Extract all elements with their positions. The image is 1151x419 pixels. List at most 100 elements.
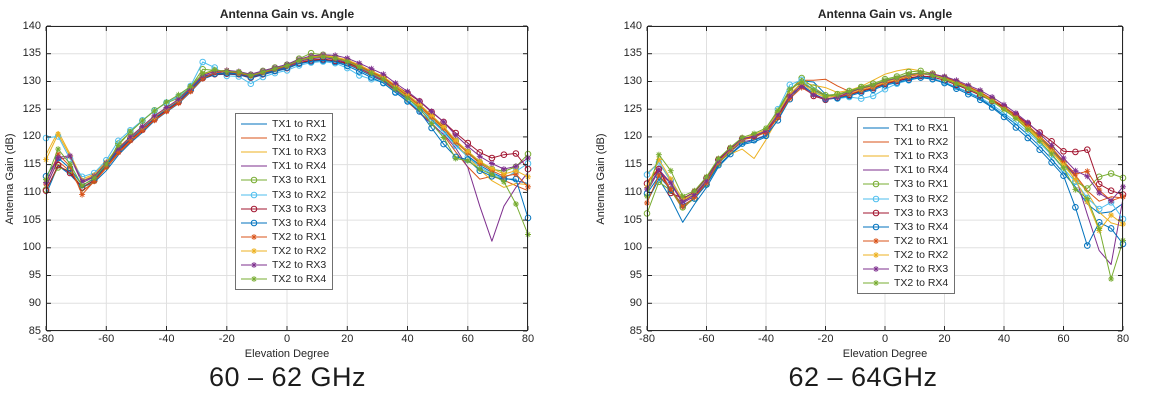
tick-marks (45, 25, 529, 332)
x-tick-label: 20 (341, 333, 354, 345)
figure-60-62-ghz: Antenna Gain vs. Angle Antenna Gain (dB)… (0, 0, 575, 419)
x-tick-label: -40 (158, 333, 175, 345)
legend-entry: TX1 to RX2 (239, 131, 326, 145)
y-tick-label: 100 (22, 241, 41, 254)
legend-entry: TX2 to RX4 (861, 276, 948, 290)
legend-entry-label: TX3 to RX4 (272, 216, 327, 229)
x-tick-label: 80 (1116, 333, 1130, 345)
legend-entry-label: TX2 to RX1 (272, 230, 327, 243)
y-tick-label: 110 (23, 185, 41, 198)
y-tick-label: 85 (629, 324, 642, 337)
legend-entry-label: TX3 to RX1 (894, 178, 949, 191)
figure-caption: 62 – 64GHz (788, 362, 938, 392)
x-tick-label: 80 (521, 333, 535, 345)
y-tick-label: 105 (22, 213, 41, 226)
y-tick-label: 135 (623, 47, 642, 60)
y-axis-label: Antenna Gain (dB) (595, 132, 607, 225)
legend-line-sample (863, 209, 889, 216)
legend-line-sample (241, 165, 267, 167)
figure-62-64-ghz: Antenna Gain vs. Angle Antenna Gain (dB)… (575, 0, 1151, 419)
legend-entry: TX3 to RX1 (861, 177, 948, 191)
legend-entry-label: TX2 to RX2 (272, 244, 327, 257)
axes-border (647, 26, 1123, 331)
legend-entry: TX2 to RX2 (861, 248, 948, 262)
y-tick-label: 85 (28, 324, 41, 337)
legend-entry: TX2 to RX1 (239, 230, 326, 244)
legend-entry-label: TX2 to RX3 (894, 262, 949, 275)
y-tick-label: 120 (22, 130, 41, 143)
legend-line-sample (863, 251, 889, 258)
legend-entry-label: TX3 to RX2 (272, 188, 327, 201)
legend-line-sample (241, 205, 267, 212)
legend-entry-label: TX3 to RX3 (272, 202, 327, 215)
legend-entry-label: TX3 to RX3 (894, 206, 949, 219)
x-tick-label: 0 (881, 333, 889, 345)
chart-legend: TX1 to RX1 TX1 to RX2 TX1 to RX3 TX1 to RX4… (857, 117, 956, 295)
legend-line-sample (241, 137, 267, 139)
legend-line-sample (241, 247, 267, 254)
legend-entry: TX3 to RX4 (861, 220, 948, 234)
series-TX2-to-RX4 (644, 69, 1126, 282)
figure-caption: 60 – 62 GHz (208, 362, 367, 392)
legend-entry-label: TX1 to RX1 (894, 122, 949, 135)
x-tick-label: -80 (38, 333, 54, 345)
y-tick-label: 135 (22, 47, 41, 60)
legend-line-sample (863, 237, 889, 244)
y-tick-label: 140 (623, 19, 642, 32)
legend-entry: TX3 to RX2 (239, 187, 326, 201)
x-tick-label: 40 (997, 333, 1011, 345)
legend-entry: TX1 to RX4 (861, 163, 948, 177)
x-tick-label: -80 (639, 333, 655, 345)
legend-entry-label: TX3 to RX1 (272, 174, 327, 187)
legend-entry-label: TX1 to RX4 (272, 160, 327, 173)
x-tick-label: 20 (938, 333, 951, 345)
y-tick-label: 100 (623, 241, 642, 254)
legend-entry: TX1 to RX4 (239, 159, 326, 173)
chart-legend: TX1 to RX1 TX1 to RX2 TX1 to RX3 TX1 to RX4… (235, 113, 334, 291)
legend-entry-label: TX3 to RX2 (894, 192, 949, 205)
legend-line-sample (863, 141, 889, 143)
legend-entry-label: TX1 to RX2 (272, 132, 327, 145)
legend-entry-label: TX2 to RX2 (894, 248, 949, 261)
legend-entry-label: TX2 to RX4 (894, 277, 949, 290)
legend-entry: TX1 to RX1 (861, 121, 948, 135)
legend-entry: TX2 to RX3 (239, 258, 326, 272)
legend-line-sample (241, 191, 267, 198)
legend-entry: TX1 to RX1 (239, 117, 326, 131)
x-axis-label: Elevation Degree (842, 348, 928, 360)
x-tick-label: 60 (1057, 333, 1070, 345)
legend-entry: TX2 to RX2 (239, 244, 326, 258)
legend-entry-label: TX2 to RX4 (272, 273, 327, 286)
y-tick-label: 125 (22, 102, 41, 115)
chart-axes: Antenna Gain vs. Angle Antenna Gain (dB)… (595, 7, 1129, 360)
legend-entry: TX1 to RX3 (861, 149, 948, 163)
x-tick-label: 0 (283, 333, 291, 345)
legend-entry-label: TX3 to RX4 (894, 220, 949, 233)
legend-line-sample (241, 151, 267, 153)
x-tick-label: -60 (98, 333, 115, 345)
y-tick-label: 95 (28, 269, 41, 282)
legend-entry: TX1 to RX2 (861, 135, 948, 149)
y-tick-label: 120 (623, 130, 642, 143)
legend-line-sample (863, 181, 889, 188)
y-tick-label: 115 (23, 158, 41, 171)
legend-entry: TX2 to RX4 (239, 272, 326, 286)
legend-line-sample (863, 127, 889, 129)
legend-entry: TX3 to RX3 (861, 206, 948, 220)
y-tick-label: 140 (22, 19, 41, 32)
series-TX1-to-RX3 (646, 68, 1124, 227)
y-tick-label: 90 (629, 296, 642, 309)
legend-entry-label: TX2 to RX3 (272, 258, 327, 271)
legend-line-sample (863, 223, 889, 231)
x-tick-label: 40 (401, 333, 414, 345)
y-tick-label: 110 (624, 185, 642, 198)
chart-axes: Antenna Gain vs. Angle Antenna Gain (dB)… (4, 7, 534, 360)
legend-entry-label: TX1 to RX3 (272, 146, 327, 159)
legend-line-sample (241, 261, 267, 268)
tick-marks (646, 25, 1124, 332)
legend-line-sample (241, 233, 267, 240)
legend-entry: TX3 to RX3 (239, 202, 326, 216)
x-tick-label: -20 (817, 333, 834, 345)
x-tick-label: -40 (758, 333, 774, 345)
y-tick-label: 125 (623, 102, 642, 115)
